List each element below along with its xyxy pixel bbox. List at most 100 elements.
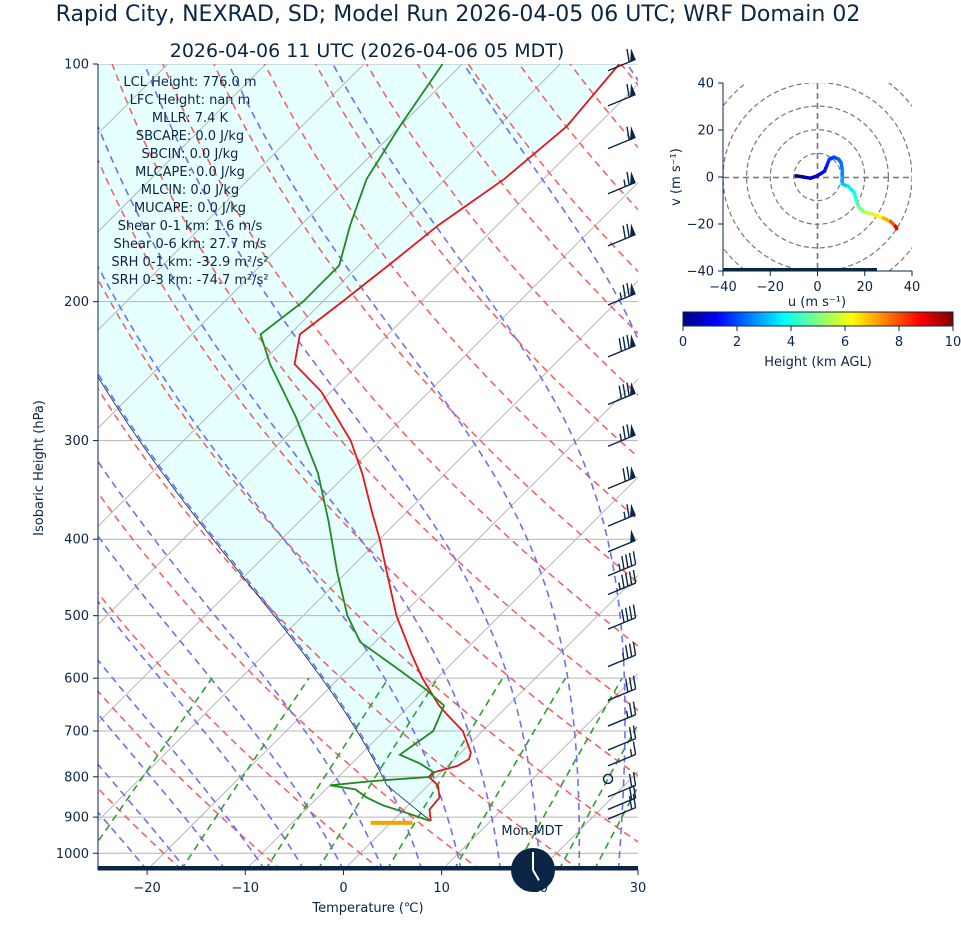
barb-full <box>625 607 629 622</box>
clock-hour-hand <box>532 869 540 881</box>
dry-adiabat <box>162 64 638 648</box>
barb-flag <box>630 223 636 237</box>
y-tick-label: 200 <box>64 295 89 310</box>
barb-full <box>628 552 633 567</box>
wind-barb <box>607 382 636 406</box>
hodo-y-tick-label: 40 <box>697 77 714 92</box>
barb-full <box>632 725 637 739</box>
parcel-region-fill <box>98 64 620 821</box>
moist-adiabats <box>98 64 638 870</box>
barb-shaft <box>607 582 636 596</box>
hodo-x-tick-label: −40 <box>709 280 736 295</box>
hodo-x-tick-label: 0 <box>813 280 821 295</box>
figure-title: Rapid City, NEXRAD, SD; Model Run 2026-0… <box>56 2 861 27</box>
wind-barb <box>607 551 637 577</box>
wind-barbs <box>602 48 637 820</box>
colorbar-tick-label: 2 <box>733 335 741 350</box>
x-ticks: −20−100102030 <box>133 870 646 896</box>
colorbar-ticks: 0 2 4 6 8 10 <box>679 326 961 350</box>
y-tick-label: 100 <box>64 58 89 73</box>
colorbar-tick-label: 4 <box>787 335 795 350</box>
stat-line: SRH 0-3 km: -74.7 m²/s² <box>111 273 268 288</box>
y-tick-label: 700 <box>64 725 89 740</box>
moist-adiabat <box>98 534 345 870</box>
barb-full <box>621 609 625 623</box>
mixing-ratio-line <box>264 677 390 870</box>
barb-full <box>628 773 633 788</box>
dry-adiabat <box>98 491 482 870</box>
wind-barb <box>607 569 637 596</box>
barb-half <box>619 292 623 300</box>
mixing-ratio-line <box>649 678 748 870</box>
barb-shaft <box>607 654 636 668</box>
barb-full <box>626 424 630 438</box>
barb-full <box>618 338 623 352</box>
isotherm-lines <box>98 64 638 870</box>
y-tick-label: 1000 <box>56 847 89 862</box>
hodo-y-tick-label: 20 <box>697 124 714 139</box>
barb-full <box>622 336 626 350</box>
surface-bar <box>98 866 638 870</box>
stat-line: Shear 0-6 km: 27.7 m/s <box>114 237 267 252</box>
x-tick-label: −20 <box>133 881 160 896</box>
barb-half <box>622 652 625 661</box>
mixing-ratio-line <box>98 677 213 843</box>
x-tick-label: 0 <box>339 881 347 896</box>
hodo-x-tick-label: 20 <box>856 280 873 295</box>
wind-barb <box>607 784 637 811</box>
barb-full <box>632 675 637 690</box>
x-tick-label: 10 <box>433 881 450 896</box>
x-axis-label: Temperature (℃) <box>311 901 423 916</box>
dry-adiabat <box>98 690 283 870</box>
mixing-ratio-line <box>513 677 623 870</box>
moist-adiabat <box>98 124 502 870</box>
mixing-ratio-line <box>453 677 567 870</box>
x-tick-label: 30 <box>630 881 647 896</box>
mixing-ratio-line <box>558 722 638 870</box>
stat-line: LFC Height: nan m <box>130 93 251 108</box>
barb-full <box>632 551 637 565</box>
stats-panel: LCL Height: 776.0 m LFC Height: nan m MLLR… <box>111 75 268 288</box>
mixing-ratio-line <box>180 677 310 870</box>
barb-full <box>625 645 629 659</box>
barb-full <box>622 225 626 239</box>
y-ticks: 100 200 300 400 500 600 700 800 900 1000 <box>56 58 98 862</box>
barb-full <box>622 384 626 398</box>
barb-full <box>626 382 630 396</box>
barb-flag <box>630 48 636 62</box>
y-tick-label: 500 <box>64 609 89 624</box>
barb-full <box>626 83 630 98</box>
dry-adiabat <box>98 277 638 843</box>
wind-barb <box>607 741 637 767</box>
isotherm-line <box>98 182 638 724</box>
barb-flag <box>630 382 636 396</box>
barb-half <box>618 582 621 590</box>
barb-full <box>628 727 633 741</box>
barb-shaft <box>607 784 636 798</box>
barb-full <box>626 504 630 518</box>
barb-shaft <box>607 714 636 727</box>
barb-flag <box>630 334 636 348</box>
isotherm-line <box>98 280 638 822</box>
barb-full <box>622 468 626 482</box>
barb-flag <box>630 466 636 480</box>
wind-barb <box>607 641 637 668</box>
wind-barb <box>607 83 636 107</box>
barb-full <box>628 677 633 691</box>
clock-label: Mon-MDT <box>501 824 562 839</box>
dry-adiabat <box>416 64 638 335</box>
isotherm-line <box>539 771 638 870</box>
moist-adiabat <box>98 372 423 870</box>
y-tick-label: 400 <box>64 533 89 548</box>
barb-full <box>632 604 637 618</box>
barb-shaft <box>607 563 636 577</box>
wind-barb <box>607 223 636 247</box>
wind-barb <box>607 503 636 527</box>
wind-barb <box>607 701 637 727</box>
barb-full <box>626 283 630 297</box>
moist-adiabat <box>98 460 384 870</box>
parcel-profile-line <box>98 376 432 822</box>
moist-adiabat <box>332 64 626 870</box>
barb-full <box>626 48 630 63</box>
